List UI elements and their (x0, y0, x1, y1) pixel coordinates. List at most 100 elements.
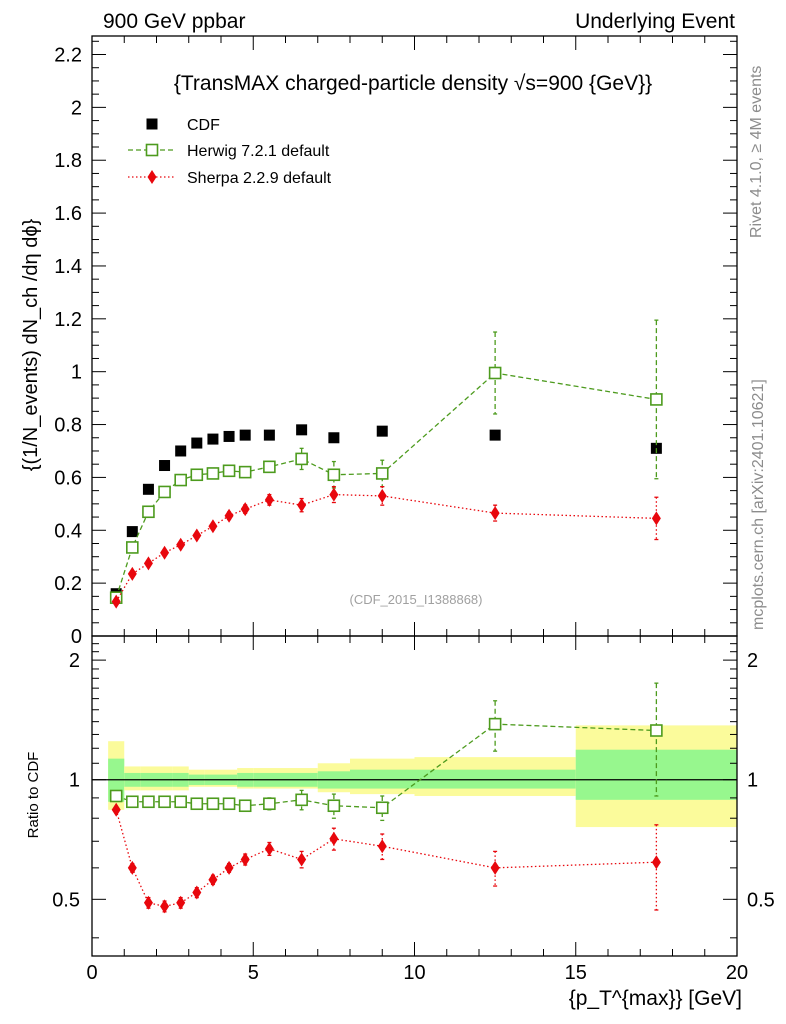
sherpa-point (264, 492, 274, 507)
sherpa-ratio-point (297, 852, 307, 867)
herwig-point (158, 485, 171, 499)
herwig-point (206, 467, 220, 480)
herwig-ratio-point (142, 795, 155, 809)
herwig-point (263, 460, 276, 474)
ratio-y-axis-label: Ratio to CDF (25, 752, 42, 839)
axes: 0 5 10 15 20 0 0.2 0.4 0.6 0.8 1 1.2 1.4 1.6 1.8 2 2.2 0.… (52, 35, 775, 984)
cdf-point (489, 429, 501, 441)
cdf-point (296, 424, 308, 436)
herwig-line (115, 372, 657, 598)
ratio-y-tick-label-right: 0.5 (747, 889, 775, 911)
herwig-point (142, 505, 155, 519)
sherpa-point (127, 566, 137, 581)
herwig-point (327, 468, 341, 482)
x-tick-label: 15 (565, 962, 587, 984)
sherpa-ratio-point (651, 855, 661, 870)
cdf-point (191, 437, 203, 449)
sherpa-ratio-point (329, 831, 339, 846)
sherpa-ratio-point (176, 895, 186, 910)
sherpa-ratio-point (208, 872, 218, 887)
herwig-point (238, 465, 252, 479)
sherpa-ratio-point (192, 885, 202, 900)
x-tick-label: 0 (86, 962, 97, 984)
main-panel (109, 319, 663, 609)
herwig-point (174, 473, 187, 487)
ratio-panel (92, 682, 737, 914)
ratio-y-tick-label-right: 2 (747, 650, 758, 672)
cdf-point (239, 429, 251, 441)
y-tick-label: 0.2 (54, 573, 82, 595)
header-right: Underlying Event (575, 10, 735, 33)
cdf-point (263, 429, 275, 441)
x-tick-label: 5 (248, 962, 259, 984)
y-tick-label: 2.2 (54, 45, 82, 67)
herwig-ratio-point (126, 795, 139, 809)
herwig-ratio-point (222, 797, 236, 811)
sherpa-ratio-point (240, 852, 250, 867)
y-tick-label: 1.8 (54, 150, 82, 172)
herwig-ratio-point (327, 799, 341, 813)
legend-herwig-marker (145, 143, 159, 157)
herwig-ratio-point (263, 797, 276, 811)
cdf-point (376, 425, 388, 437)
sherpa-ratio-point (490, 860, 500, 875)
chart-title: {TransMAX charged-particle density √s=90… (174, 72, 652, 95)
sherpa-point (143, 556, 153, 571)
header-left: 900 GeV ppbar (103, 10, 245, 33)
herwig-ratio-point (190, 797, 204, 811)
cdf-point (159, 460, 171, 472)
y-tick-label: 2 (71, 97, 82, 119)
legend: CDF Herwig 7.2.1 default Sherpa 2.2.9 defa… (128, 117, 332, 187)
herwig-ratio-point (238, 799, 252, 813)
cdf-point (126, 526, 138, 538)
analysis-tag: (CDF_2015_I1388868) (350, 592, 483, 607)
rivet-label: Rivet 4.1.0, ≥ 4M events (748, 66, 765, 238)
sherpa-point (176, 537, 186, 552)
herwig-ratio-point (206, 797, 220, 811)
herwig-point (190, 468, 204, 482)
legend-cdf-marker (146, 118, 158, 130)
y-tick-label: 1.2 (54, 309, 82, 331)
mcplots-label: mcplots.cern.ch [arXiv:2401.10621] (750, 379, 767, 630)
sherpa-point (297, 498, 307, 513)
sherpa-point (208, 519, 218, 534)
sherpa-ratio-line (115, 809, 657, 908)
y-tick-label: 1 (71, 362, 82, 384)
herwig-point (650, 393, 663, 406)
y-tick-label: 1.4 (54, 256, 82, 278)
ratio-band-inner (414, 769, 576, 789)
herwig-ratio-point (109, 789, 123, 803)
y-tick-label: 0.4 (54, 520, 82, 542)
sherpa-point (192, 528, 202, 543)
x-tick-label: 20 (726, 962, 748, 984)
ratio-y-tick-label-right: 1 (747, 770, 758, 792)
sherpa-ratio-point (377, 839, 387, 854)
legend-sherpa-label: Sherpa 2.2.9 default (187, 170, 332, 187)
legend-herwig-label: Herwig 7.2.1 default (187, 143, 330, 160)
y-axis-label: {(1/N_events) dN_ch /dη dϕ} (20, 218, 42, 471)
y-tick-label: 0.8 (54, 415, 82, 437)
sherpa-point (160, 545, 170, 560)
cdf-point (328, 432, 340, 444)
herwig-point (488, 366, 502, 380)
sherpa-ratio-point (143, 895, 153, 910)
x-axis-label: {p_T^{max}} [GeV] (569, 987, 742, 1010)
sherpa-ratio-point (111, 802, 121, 817)
ratio-y-tick-label: 0.5 (52, 889, 80, 911)
y-tick-label: 0 (71, 626, 82, 648)
legend-sherpa-marker (147, 170, 157, 184)
sherpa-ratio-point (224, 860, 234, 875)
herwig-point (126, 541, 139, 554)
herwig-point (375, 467, 389, 480)
cdf-point (175, 445, 187, 457)
ratio-band-inner (350, 769, 415, 789)
sherpa-line (115, 493, 657, 602)
x-tick-label: 10 (403, 962, 425, 984)
herwig-ratio-point (295, 793, 308, 807)
cdf-point (223, 430, 235, 442)
herwig-ratio-point (375, 801, 389, 815)
sherpa-point (224, 508, 234, 523)
sherpa-point (490, 506, 500, 521)
sherpa-point (651, 511, 661, 526)
